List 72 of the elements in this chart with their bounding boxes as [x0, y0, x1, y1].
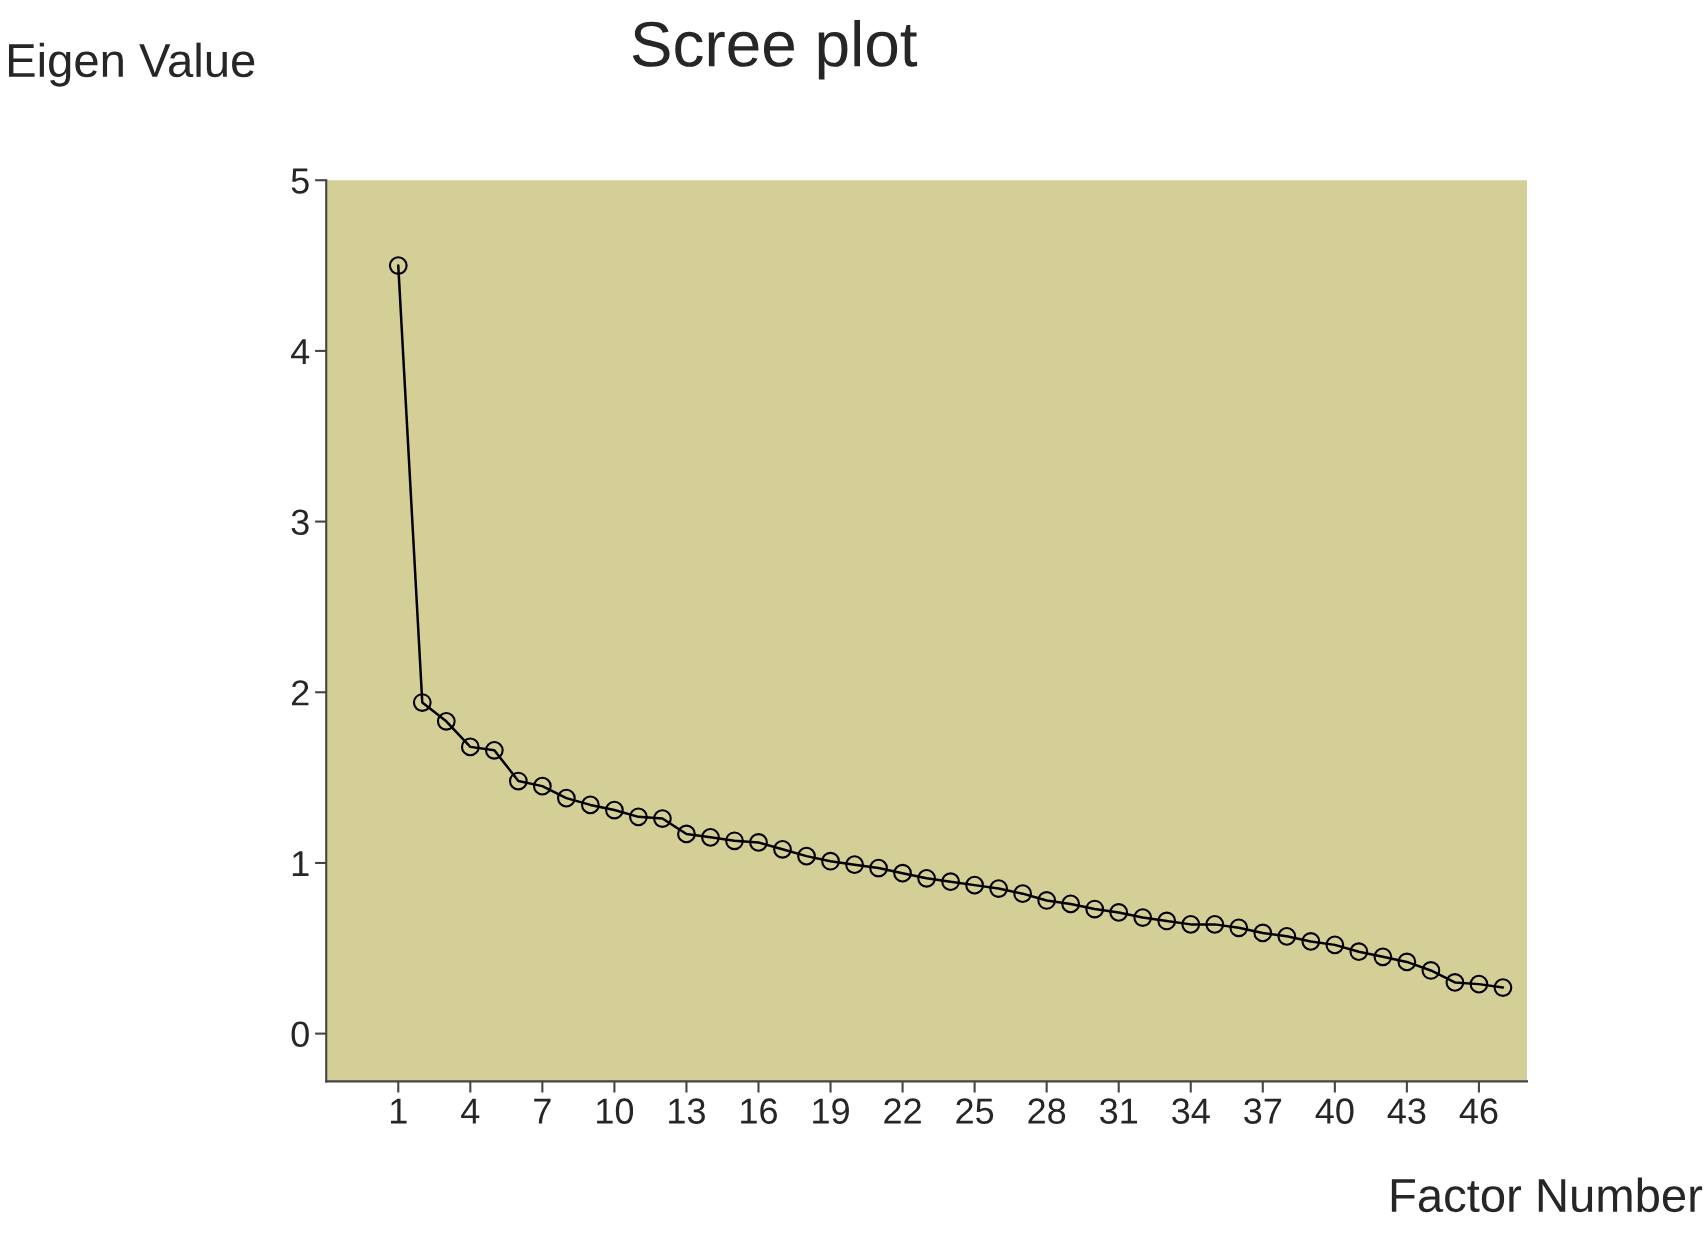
point: [557, 788, 576, 808]
point: [1301, 932, 1321, 951]
point: [797, 846, 816, 866]
point: [677, 824, 696, 844]
x-axis-title: Factor Number: [1391, 1177, 1703, 1213]
y-tick-label: 3: [291, 509, 309, 536]
y-tick-label: 0: [291, 1021, 309, 1048]
point: [1325, 935, 1345, 955]
x-tick-label: 25: [956, 1098, 994, 1124]
point: [460, 737, 480, 757]
point: [508, 771, 528, 791]
point: [893, 863, 912, 883]
point: [941, 872, 960, 892]
x-tick-label: 7: [534, 1098, 551, 1124]
point: [532, 776, 552, 796]
point: [1205, 915, 1225, 934]
x-tick-label: 4: [461, 1098, 480, 1124]
x-tick-label: 19: [813, 1098, 849, 1124]
point: [1181, 915, 1201, 934]
point: [725, 831, 744, 851]
x-tick-label: 13: [669, 1098, 705, 1124]
point: [869, 858, 888, 878]
point: [821, 851, 840, 871]
y-tick-label: 5: [291, 168, 309, 194]
point: [629, 807, 648, 827]
chart-title: Scree plot: [632, 19, 918, 80]
x-tick-label: 10: [597, 1098, 634, 1124]
x-tick-label: 1: [390, 1098, 407, 1124]
point: [1397, 952, 1417, 972]
x-tick-label: 31: [1100, 1098, 1138, 1124]
point: [1349, 942, 1369, 962]
point: [605, 800, 624, 820]
x-tick-label: 28: [1028, 1098, 1066, 1124]
point: [581, 795, 600, 815]
point: [1133, 908, 1153, 927]
x-tick-label: 16: [741, 1098, 777, 1124]
point: [1493, 978, 1513, 997]
point: [1157, 911, 1177, 931]
point: [1013, 884, 1033, 904]
point: [484, 740, 504, 760]
point: [1109, 903, 1129, 922]
point: [845, 855, 864, 875]
point: [917, 868, 936, 888]
point: [436, 711, 456, 731]
point: [1469, 974, 1489, 994]
y-tick-label: 2: [291, 680, 309, 706]
y-axis-title: Eigen Value: [9, 42, 255, 87]
x-tick-label: 22: [884, 1098, 921, 1124]
point: [701, 827, 720, 847]
point: [1277, 926, 1297, 946]
point: [388, 256, 408, 275]
point: [653, 809, 672, 828]
x-tick-label: 46: [1459, 1098, 1498, 1124]
point: [1373, 947, 1393, 967]
point: [1421, 961, 1441, 980]
x-tick-label: 40: [1315, 1098, 1354, 1124]
point: [1445, 973, 1465, 992]
point: [1229, 918, 1249, 938]
x-tick-label: 43: [1387, 1098, 1426, 1124]
point: [1037, 891, 1057, 910]
x-tick-label: 37: [1244, 1098, 1282, 1124]
point: [773, 839, 792, 859]
point: [749, 833, 768, 852]
point: [1061, 894, 1081, 914]
y-tick-label: 4: [291, 339, 310, 364]
point: [412, 693, 432, 712]
point: [965, 875, 984, 895]
point: [989, 879, 1009, 898]
point: [1253, 923, 1273, 943]
point: [1085, 899, 1105, 919]
x-tick-label: 34: [1172, 1098, 1210, 1124]
y-tick-label: 1: [292, 851, 309, 877]
